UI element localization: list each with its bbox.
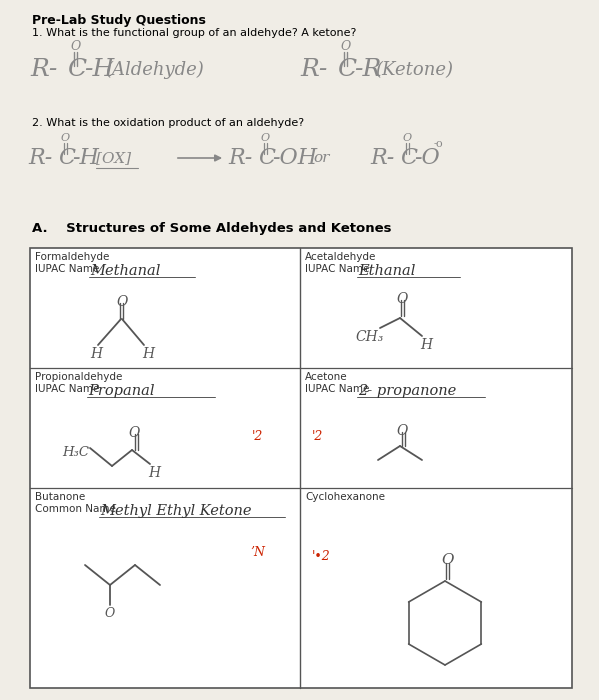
Text: C: C xyxy=(337,59,356,81)
Text: IUPAC Name: IUPAC Name xyxy=(35,264,102,274)
Text: Methyl Ethyl Ketone: Methyl Ethyl Ketone xyxy=(100,504,252,518)
Text: R-: R- xyxy=(30,59,58,81)
Text: Butanone: Butanone xyxy=(35,492,85,502)
Text: H: H xyxy=(420,338,432,352)
Text: -OH: -OH xyxy=(272,147,317,169)
Text: O: O xyxy=(403,133,412,143)
Text: '2: '2 xyxy=(252,430,264,443)
Text: O: O xyxy=(396,292,407,306)
Text: CH₃: CH₃ xyxy=(355,330,383,344)
Text: C: C xyxy=(400,147,417,169)
Text: -: - xyxy=(433,139,437,148)
Text: O: O xyxy=(128,426,140,440)
Text: -O: -O xyxy=(414,147,440,169)
Text: Pre-Lab Study Questions: Pre-Lab Study Questions xyxy=(32,14,206,27)
Text: (Ketone): (Ketone) xyxy=(375,61,453,79)
Text: O: O xyxy=(61,133,70,143)
Text: R-: R- xyxy=(228,147,252,169)
Bar xyxy=(30,248,572,688)
Text: H: H xyxy=(148,466,160,480)
Text: Cyclohexanone: Cyclohexanone xyxy=(305,492,385,502)
Text: H: H xyxy=(90,347,102,361)
Text: A.    Structures of Some Aldehydes and Ketones: A. Structures of Some Aldehydes and Keto… xyxy=(32,222,392,235)
Text: O: O xyxy=(116,295,128,309)
Text: Common Name: Common Name xyxy=(35,504,116,514)
Text: 1. What is the functional group of an aldehyde? A ketone?: 1. What is the functional group of an al… xyxy=(32,28,356,38)
Text: O: O xyxy=(261,133,270,143)
Text: O: O xyxy=(105,607,115,620)
Text: IUPAC Name: IUPAC Name xyxy=(305,384,370,394)
Text: -H: -H xyxy=(72,147,99,169)
Text: R-: R- xyxy=(28,147,52,169)
Text: -H: -H xyxy=(84,59,114,81)
Text: -R: -R xyxy=(354,59,382,81)
Text: 2- propanone: 2- propanone xyxy=(358,384,456,398)
Text: Formaldehyde: Formaldehyde xyxy=(35,252,110,262)
Text: o: o xyxy=(435,139,441,149)
Text: Ethanal: Ethanal xyxy=(358,264,415,278)
Text: '2: '2 xyxy=(312,430,323,443)
Text: Acetaldehyde: Acetaldehyde xyxy=(305,252,376,262)
Text: R-: R- xyxy=(300,59,328,81)
Text: (Aldehyde): (Aldehyde) xyxy=(105,61,204,79)
Text: O: O xyxy=(396,424,407,438)
Text: O: O xyxy=(441,553,453,567)
Text: H₃C: H₃C xyxy=(62,446,89,459)
Text: C: C xyxy=(67,59,86,81)
Text: Propionaldehyde: Propionaldehyde xyxy=(35,372,122,382)
Text: or: or xyxy=(313,151,329,165)
Text: O: O xyxy=(71,39,81,52)
Text: IUPAC Name: IUPAC Name xyxy=(305,264,370,274)
Text: O: O xyxy=(341,39,351,52)
Text: Propanal: Propanal xyxy=(88,384,155,398)
Text: [OX]: [OX] xyxy=(96,151,131,165)
Text: R-: R- xyxy=(370,147,394,169)
Text: H: H xyxy=(142,347,154,361)
Text: Methanal: Methanal xyxy=(90,264,161,278)
Text: C: C xyxy=(258,147,275,169)
Text: IUPAC Name: IUPAC Name xyxy=(35,384,99,394)
Text: ’N: ’N xyxy=(250,546,265,559)
Text: Acetone: Acetone xyxy=(305,372,347,382)
Text: C: C xyxy=(58,147,75,169)
Text: 2. What is the oxidation product of an aldehyde?: 2. What is the oxidation product of an a… xyxy=(32,118,304,128)
Text: '•2: '•2 xyxy=(312,550,331,563)
